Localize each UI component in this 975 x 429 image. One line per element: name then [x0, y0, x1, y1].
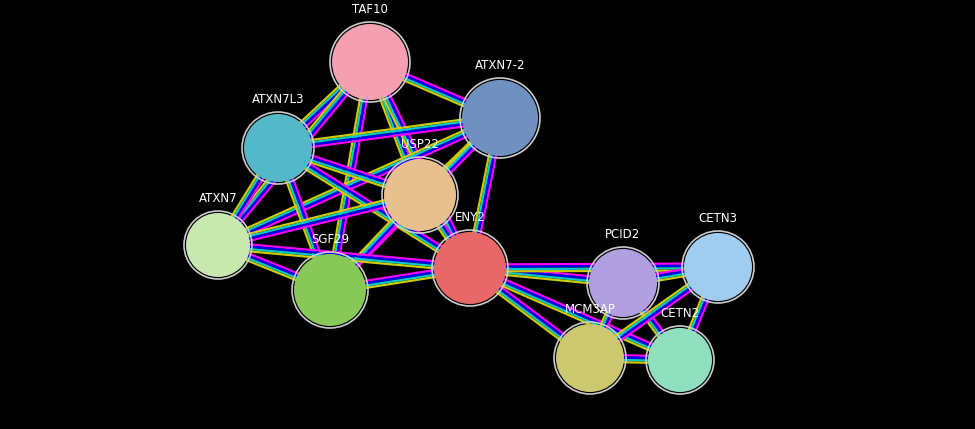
Ellipse shape	[294, 254, 366, 326]
Text: PCID2: PCID2	[605, 228, 641, 241]
Ellipse shape	[556, 324, 624, 392]
Text: MCM3AP: MCM3AP	[565, 303, 615, 316]
Text: CETN2: CETN2	[660, 307, 700, 320]
Text: ATXN7L3: ATXN7L3	[252, 93, 304, 106]
Text: ENY2: ENY2	[454, 211, 486, 224]
Text: SGF29: SGF29	[311, 233, 349, 246]
Ellipse shape	[589, 249, 657, 317]
Ellipse shape	[684, 233, 752, 301]
Ellipse shape	[332, 24, 408, 100]
Ellipse shape	[186, 213, 250, 277]
Text: ATXN7-2: ATXN7-2	[475, 59, 526, 72]
Text: CETN3: CETN3	[698, 212, 737, 225]
Ellipse shape	[244, 114, 312, 182]
Text: TAF10: TAF10	[352, 3, 388, 16]
Ellipse shape	[384, 159, 456, 231]
Ellipse shape	[462, 80, 538, 156]
Ellipse shape	[434, 232, 506, 304]
Text: ATXN7: ATXN7	[199, 192, 237, 205]
Ellipse shape	[648, 328, 712, 392]
Text: USP22: USP22	[401, 138, 439, 151]
